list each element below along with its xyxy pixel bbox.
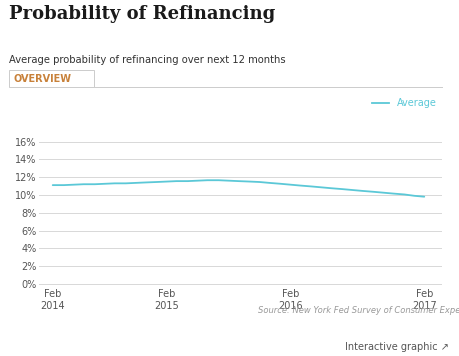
Text: Interactive graphic ↗: Interactive graphic ↗ [344,342,448,352]
Text: Source: New York Fed Survey of Consumer Expectations: Source: New York Fed Survey of Consumer … [257,306,459,315]
Legend: Average: Average [371,98,436,108]
Text: Probability of Refinancing: Probability of Refinancing [9,5,275,23]
Text: Average probability of refinancing over next 12 months: Average probability of refinancing over … [9,55,285,65]
Text: OVERVIEW: OVERVIEW [14,74,72,84]
